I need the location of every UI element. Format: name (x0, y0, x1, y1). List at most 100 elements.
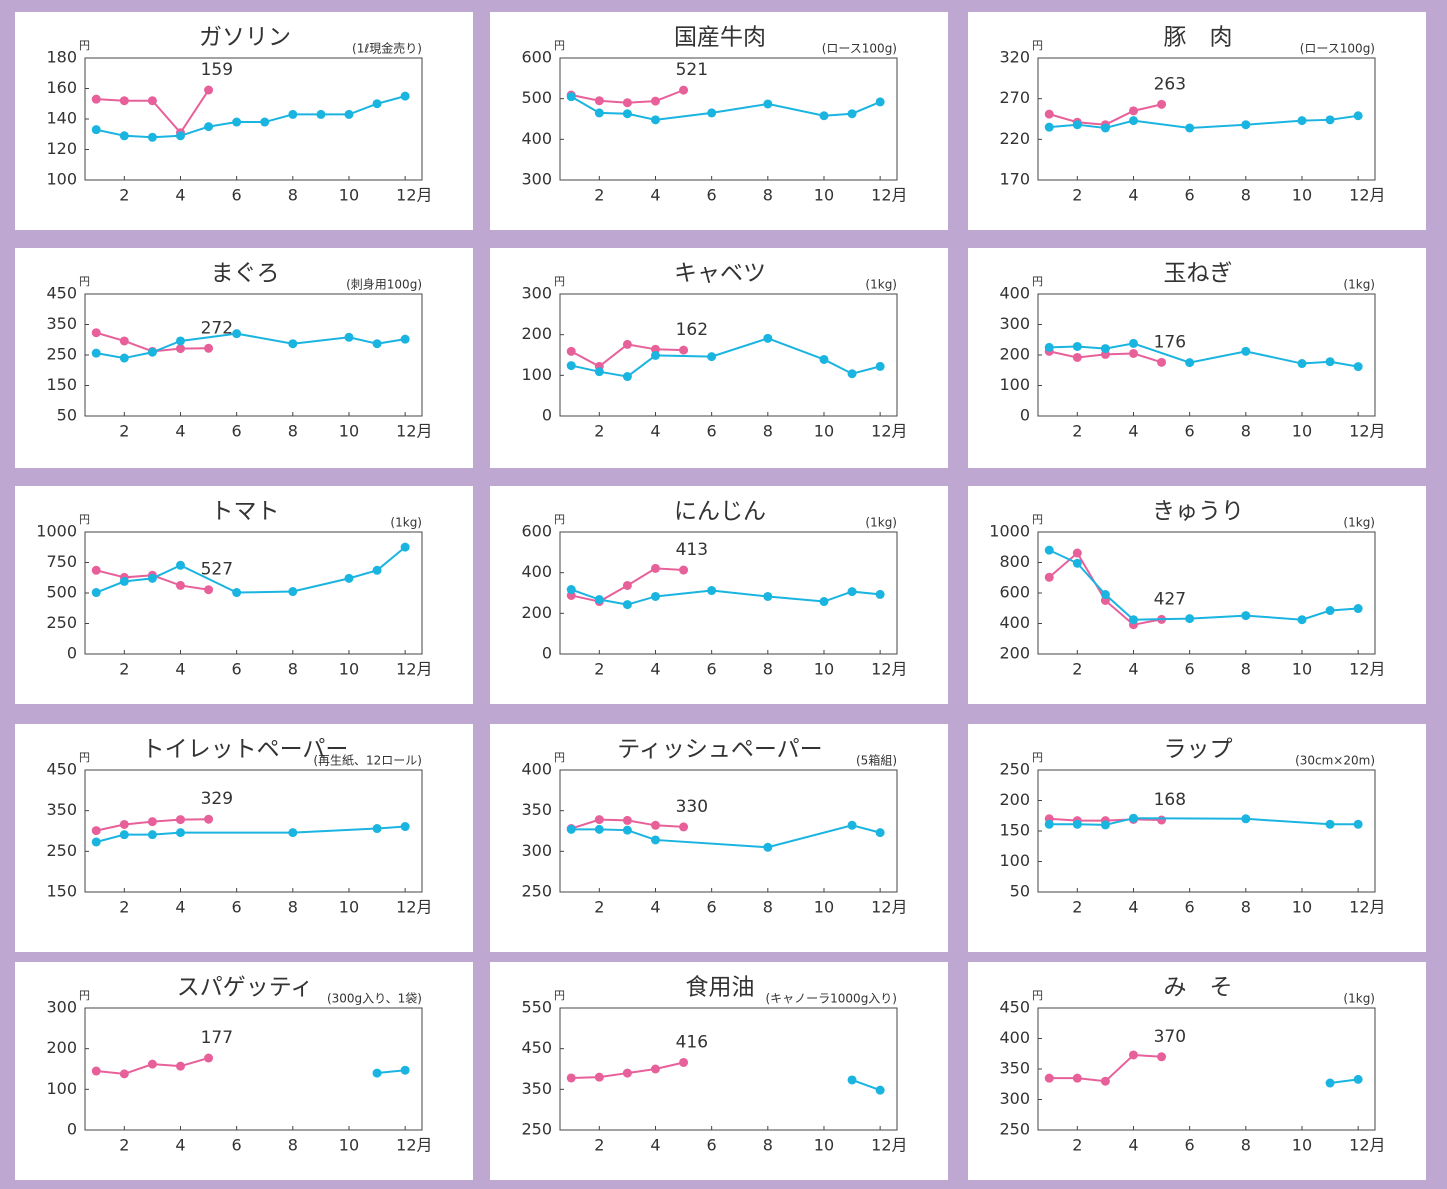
data-point (372, 824, 382, 834)
y-tick-label: 500 (521, 88, 552, 107)
data-point (622, 1068, 632, 1078)
y-tick-label: 300 (521, 284, 552, 303)
data-point (650, 820, 660, 830)
x-tick-label: 6 (707, 186, 717, 205)
x-tick-label: 2 (119, 1136, 129, 1155)
data-point (232, 588, 242, 598)
data-point (91, 328, 101, 338)
data-point (566, 824, 576, 834)
x-tick-label: 8 (763, 660, 773, 679)
y-tick-label: 150 (46, 882, 77, 901)
value-label: 263 (1154, 74, 1186, 94)
y-tick-label: 450 (999, 998, 1030, 1017)
y-unit: 円 (79, 513, 90, 526)
chart-subtitle: (1kg) (1343, 992, 1375, 1006)
data-point (1353, 111, 1363, 121)
chart-subtitle: (1kg) (865, 278, 897, 292)
chart-subtitle: (30cm×20m) (1295, 754, 1375, 768)
x-tick-label: 6 (1185, 898, 1195, 917)
value-label: 329 (201, 789, 233, 809)
panel-background (968, 248, 1426, 468)
data-point (232, 329, 242, 339)
chart-subtitle: (5箱組) (856, 753, 897, 768)
x-tick-label: 4 (650, 1136, 660, 1155)
y-tick-label: 400 (521, 760, 552, 779)
x-tick-label: 4 (1128, 1136, 1138, 1155)
data-point (1072, 341, 1082, 351)
y-tick-label: 160 (46, 78, 77, 97)
y-tick-label: 250 (521, 882, 552, 901)
data-point (344, 109, 354, 119)
data-point (1325, 357, 1335, 367)
y-tick-label: 500 (46, 583, 77, 602)
data-point (875, 1085, 885, 1095)
x-tick-label: 10 (814, 660, 834, 679)
y-tick-label: 600 (999, 583, 1030, 602)
x-tick-label: 12月 (871, 1136, 907, 1155)
y-tick-label: 300 (521, 170, 552, 189)
x-tick-label: 10 (1292, 1136, 1312, 1155)
x-tick-label: 2 (119, 660, 129, 679)
y-unit: 円 (554, 989, 565, 1002)
value-label: 159 (201, 60, 233, 80)
data-point (679, 822, 689, 832)
x-tick-label: 10 (814, 1136, 834, 1155)
data-point (650, 1064, 660, 1074)
y-tick-label: 140 (46, 109, 77, 128)
data-point (1157, 99, 1167, 109)
y-tick-label: 270 (999, 88, 1030, 107)
x-tick-label: 12月 (1349, 186, 1385, 205)
data-point (147, 1059, 157, 1069)
data-point (819, 111, 829, 121)
data-point (1297, 359, 1307, 369)
x-tick-label: 8 (1241, 898, 1251, 917)
y-tick-label: 250 (999, 760, 1030, 779)
x-tick-label: 4 (175, 898, 185, 917)
data-point (622, 825, 632, 835)
data-point (875, 97, 885, 107)
data-point (147, 96, 157, 106)
data-point (1100, 1076, 1110, 1086)
x-tick-label: 12月 (396, 1136, 432, 1155)
x-tick-label: 4 (650, 898, 660, 917)
data-point (400, 542, 410, 552)
x-tick-label: 6 (707, 898, 717, 917)
x-tick-label: 4 (1128, 660, 1138, 679)
x-tick-label: 2 (1072, 898, 1082, 917)
data-point (1128, 338, 1138, 348)
x-tick-label: 12月 (396, 660, 432, 679)
x-tick-label: 8 (763, 186, 773, 205)
y-tick-label: 450 (521, 1038, 552, 1057)
data-point (119, 96, 129, 106)
data-point (372, 1068, 382, 1078)
data-point (1185, 123, 1195, 133)
data-point (1353, 362, 1363, 372)
x-tick-label: 6 (1185, 1136, 1195, 1155)
y-unit: 円 (79, 39, 90, 52)
y-tick-label: 250 (521, 1120, 552, 1139)
x-tick-label: 2 (119, 186, 129, 205)
data-point (566, 1073, 576, 1083)
data-point (679, 85, 689, 95)
panel-background (490, 724, 948, 952)
chart-title: 豚 肉 (1164, 25, 1233, 51)
x-tick-label: 2 (594, 186, 604, 205)
data-point (288, 109, 298, 119)
data-point (1072, 548, 1082, 558)
x-tick-label: 4 (1128, 186, 1138, 205)
x-tick-label: 2 (1072, 660, 1082, 679)
data-point (622, 372, 632, 382)
plot-frame (84, 1007, 423, 1131)
chart-subtitle: (ロース100g) (1300, 42, 1375, 56)
x-tick-label: 2 (1072, 422, 1082, 441)
data-point (650, 115, 660, 125)
chart-title: にんじん (674, 499, 766, 525)
chart-title: 玉ねぎ (1164, 261, 1233, 287)
x-tick-label: 12月 (871, 660, 907, 679)
series-line (376, 1069, 406, 1075)
